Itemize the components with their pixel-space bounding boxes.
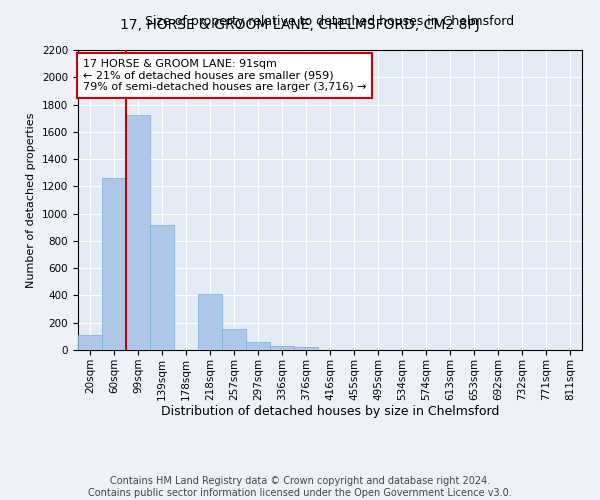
Bar: [126, 116, 150, 350]
Bar: [198, 294, 222, 350]
Y-axis label: Number of detached properties: Number of detached properties: [26, 112, 37, 288]
Text: Contains HM Land Registry data © Crown copyright and database right 2024.
Contai: Contains HM Land Registry data © Crown c…: [88, 476, 512, 498]
Bar: [102, 178, 126, 350]
Text: 17 HORSE & GROOM LANE: 91sqm
← 21% of detached houses are smaller (959)
79% of s: 17 HORSE & GROOM LANE: 91sqm ← 21% of de…: [83, 59, 367, 92]
Bar: [78, 335, 102, 350]
Bar: [150, 224, 174, 350]
Text: 17, HORSE & GROOM LANE, CHELMSFORD, CM2 8PJ: 17, HORSE & GROOM LANE, CHELMSFORD, CM2 …: [120, 18, 480, 32]
Bar: [270, 346, 294, 350]
Bar: [246, 342, 270, 350]
Title: Size of property relative to detached houses in Chelmsford: Size of property relative to detached ho…: [145, 15, 515, 28]
Bar: [294, 348, 318, 350]
Bar: [222, 329, 246, 350]
X-axis label: Distribution of detached houses by size in Chelmsford: Distribution of detached houses by size …: [161, 406, 499, 418]
